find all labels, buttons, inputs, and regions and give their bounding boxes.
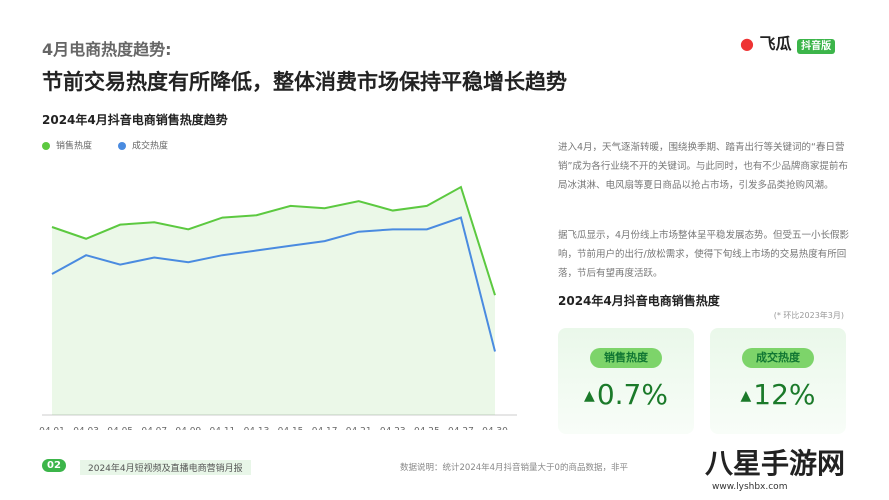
- x-tick-label: 04.07: [141, 427, 167, 431]
- x-tick-label: 04.11: [210, 427, 236, 431]
- card-label: 销售热度: [590, 348, 662, 368]
- card-label: 成交热度: [742, 348, 814, 368]
- series-line: [51, 185, 496, 296]
- card: 销售热度 ▲0.7%: [558, 328, 694, 434]
- x-tick-label: 04.03: [73, 427, 99, 431]
- value-text: 0.7%: [596, 378, 668, 411]
- watermark-text: 八星手游网: [705, 447, 846, 480]
- headline: 节前交易热度有所降低，整体消费市场保持平稳增长趋势: [42, 70, 567, 94]
- value-text: 12%: [753, 378, 816, 411]
- series-line: [51, 216, 496, 352]
- card: 成交热度 ▲12%: [710, 328, 846, 434]
- legend-marker: [118, 142, 126, 150]
- x-tick-label: 04.23: [380, 427, 406, 431]
- box-title: 2024年4月抖音电商销售热度: [558, 294, 720, 308]
- x-tick-label: 04.01: [39, 427, 65, 431]
- x-tick-label: 04.27: [448, 427, 474, 431]
- x-tick-label: 04.30: [482, 427, 508, 431]
- logo: ● 飞瓜 抖音版: [740, 30, 836, 54]
- page-number: 02: [42, 459, 66, 472]
- source: 数据说明：统计2024年4月抖音销量大于0的商品数据，非平: [400, 463, 628, 473]
- note: (* 环比2023年3月): [773, 311, 844, 320]
- logo-text: 飞瓜: [759, 34, 792, 53]
- legend-marker: [42, 142, 50, 150]
- area: [52, 187, 495, 415]
- chart-title: 2024年4月抖音电商销售热度趋势: [42, 113, 228, 127]
- chart: 销售热度 成交热度 04.01 04.03 04.05 04.07 04.09 04.11 04…: [39, 140, 517, 431]
- x-tick-label: 04.09: [175, 427, 201, 431]
- x-tick-label: 04.15: [278, 427, 304, 431]
- legend-label: 销售热度: [56, 140, 92, 152]
- paragraph: 进入4月，天气逐渐转暖，围绕换季期、踏青出行等关键词的“春日营销”成为各行业绕不…: [558, 142, 848, 191]
- watermark: 八星手游网 www.lyshbx.com: [650, 436, 889, 500]
- x-tick-label: 04.13: [244, 427, 270, 431]
- card-value: ▲0.7%: [584, 378, 668, 411]
- x-tick-label: 04.25: [414, 427, 440, 431]
- x-tick-label: 04.21: [346, 427, 372, 431]
- paragraph: 据飞瓜显示，4月份线上市场整体呈平稳发展态势。但受五一小长假影响，节前用户的出行…: [558, 230, 850, 279]
- legend-label: 成交热度: [132, 140, 168, 152]
- x-tick-label: 04.05: [107, 427, 133, 431]
- report-name: 2024年4月短视频及直播电商营销月报: [80, 460, 251, 475]
- kicker: 4月电商热度趋势:: [42, 40, 172, 59]
- x-tick-label: 04.17: [312, 427, 338, 431]
- watermark-url: www.lyshbx.com: [712, 482, 788, 492]
- badge: 抖音版: [797, 39, 836, 54]
- card-value: ▲12%: [740, 378, 816, 411]
